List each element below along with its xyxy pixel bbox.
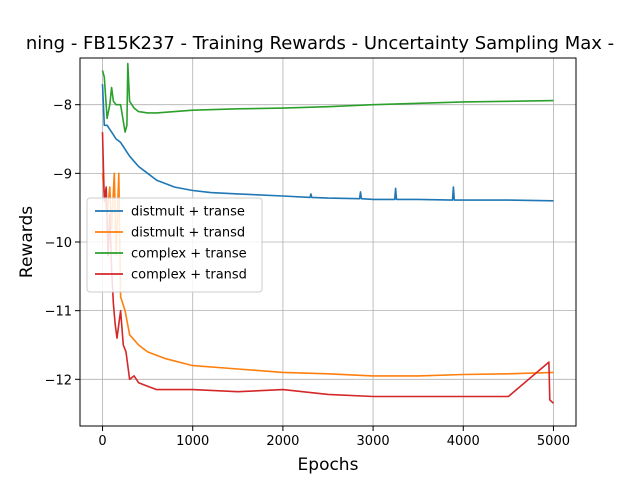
y-tick-label: −11 [45,305,72,320]
legend-label: distmult + transd [131,226,245,241]
y-axis-label: Rewards [17,206,37,278]
legend-label: distmult + transe [131,205,245,220]
series-line-3 [101,62,554,133]
legend: distmult + transe distmult + transd comple… [86,197,263,293]
y-tick-label: −10 [45,236,72,251]
legend-label: complex + transe [131,247,247,262]
y-tick-label: −9 [53,167,72,182]
x-axis-label: Epochs [298,455,359,475]
legend-label: complex + transd [131,268,247,283]
x-tick-label: 5000 [537,434,570,449]
y-axis-ticks: −8 −9 −10 −11 −12 [45,99,80,388]
x-axis-ticks: 0 1000 2000 3000 4000 5000 [98,426,570,449]
legend-box [86,197,263,293]
y-tick-label: −8 [53,99,72,114]
x-tick-label: 3000 [357,434,390,449]
x-tick-label: 4000 [447,434,480,449]
chart-title: ning - FB15K237 - Training Rewards - Unc… [26,33,614,54]
y-tick-label: −12 [45,373,72,388]
x-tick-label: 1000 [176,434,209,449]
x-tick-label: 2000 [266,434,299,449]
series-lines [101,62,555,404]
x-tick-label: 0 [98,434,106,449]
series-line-1 [101,84,554,202]
